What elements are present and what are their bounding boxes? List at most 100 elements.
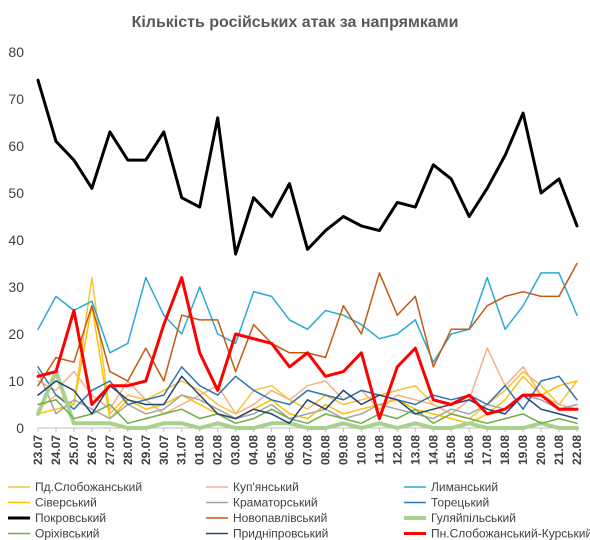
data-point — [253, 197, 255, 199]
x-tick-label: 18.08 — [498, 435, 512, 465]
data-point — [109, 422, 111, 424]
data-point — [37, 394, 39, 396]
data-point — [522, 375, 524, 377]
data-point — [396, 366, 398, 368]
data-point — [109, 408, 111, 410]
data-point — [73, 422, 75, 424]
data-point — [504, 328, 506, 330]
data-point — [576, 427, 578, 429]
x-tick-label: 07.08 — [301, 435, 315, 465]
data-point — [73, 361, 75, 363]
x-tick-label: 20.08 — [534, 435, 548, 465]
data-point — [37, 366, 39, 368]
data-point — [540, 422, 542, 424]
data-point — [540, 380, 542, 382]
data-point — [109, 385, 111, 387]
data-point — [486, 403, 488, 406]
data-point — [468, 422, 470, 424]
data-point — [504, 413, 506, 415]
x-tick-label: 06.08 — [283, 435, 297, 465]
data-point — [360, 403, 362, 406]
legend-item: Оріхівський — [8, 527, 100, 540]
data-point — [540, 295, 542, 297]
data-point — [414, 385, 416, 387]
data-point — [360, 352, 362, 354]
data-point — [55, 140, 57, 142]
data-point — [37, 403, 39, 406]
data-point — [324, 394, 327, 396]
data-point — [181, 394, 183, 396]
data-point — [324, 403, 327, 406]
data-point — [522, 427, 524, 429]
data-point — [235, 413, 237, 415]
y-tick-label: 30 — [8, 279, 24, 295]
data-point — [163, 403, 165, 406]
data-point — [127, 342, 129, 344]
data-point — [163, 408, 165, 410]
data-point — [253, 338, 255, 340]
data-point — [145, 418, 147, 420]
x-tick-label: 11.08 — [372, 435, 386, 465]
data-point — [396, 427, 398, 429]
data-point — [181, 408, 183, 410]
data-point — [432, 164, 434, 166]
data-point — [109, 352, 111, 354]
series-group — [36, 276, 579, 421]
x-tick-label: 01.08 — [193, 435, 207, 465]
legend-item: Сіверський — [8, 496, 97, 510]
data-point — [450, 427, 452, 429]
data-point — [576, 314, 578, 316]
data-point — [145, 277, 147, 279]
x-tick-label: 19.08 — [516, 435, 530, 465]
data-point — [73, 389, 75, 391]
data-point — [253, 418, 255, 420]
data-point — [468, 413, 470, 415]
data-point — [127, 159, 129, 161]
data-point — [73, 418, 75, 420]
data-point — [558, 385, 560, 387]
data-point — [396, 394, 398, 396]
data-point — [540, 394, 542, 396]
data-point — [306, 422, 309, 424]
data-point — [181, 403, 183, 406]
data-point — [217, 422, 219, 424]
x-tick-label: 05.08 — [265, 435, 279, 465]
data-point — [163, 380, 165, 382]
data-point — [271, 408, 273, 410]
data-point — [73, 403, 75, 406]
data-point — [306, 408, 309, 410]
data-point — [486, 408, 488, 410]
data-point — [414, 319, 416, 321]
data-point — [432, 399, 434, 401]
data-point — [576, 262, 578, 265]
data-point — [199, 206, 201, 208]
data-point — [199, 399, 201, 401]
data-point — [127, 403, 129, 406]
data-point — [181, 375, 183, 377]
x-tick-label: 23.07 — [31, 435, 45, 465]
data-point — [558, 427, 560, 429]
data-point — [37, 328, 39, 330]
data-point — [37, 385, 39, 387]
legend-label: Куп'янський — [233, 480, 299, 494]
legend-item: Гуляйпільський — [404, 511, 516, 525]
data-point — [253, 389, 255, 391]
data-point — [414, 206, 416, 208]
y-tick-label: 70 — [8, 91, 24, 107]
data-point — [396, 389, 398, 391]
data-point — [558, 413, 560, 415]
data-point — [324, 380, 327, 382]
data-point — [181, 333, 183, 335]
x-tick-label: 02.08 — [211, 435, 225, 465]
data-point — [163, 324, 165, 326]
data-point — [360, 413, 362, 415]
legend-label: Гуляйпільський — [431, 511, 516, 525]
data-point — [558, 408, 560, 410]
data-point — [522, 413, 524, 415]
x-tick-label: 09.08 — [336, 435, 350, 465]
data-point — [271, 215, 273, 218]
data-point — [145, 403, 147, 406]
series-group — [36, 78, 579, 256]
data-point — [271, 342, 273, 344]
data-point — [432, 361, 434, 363]
